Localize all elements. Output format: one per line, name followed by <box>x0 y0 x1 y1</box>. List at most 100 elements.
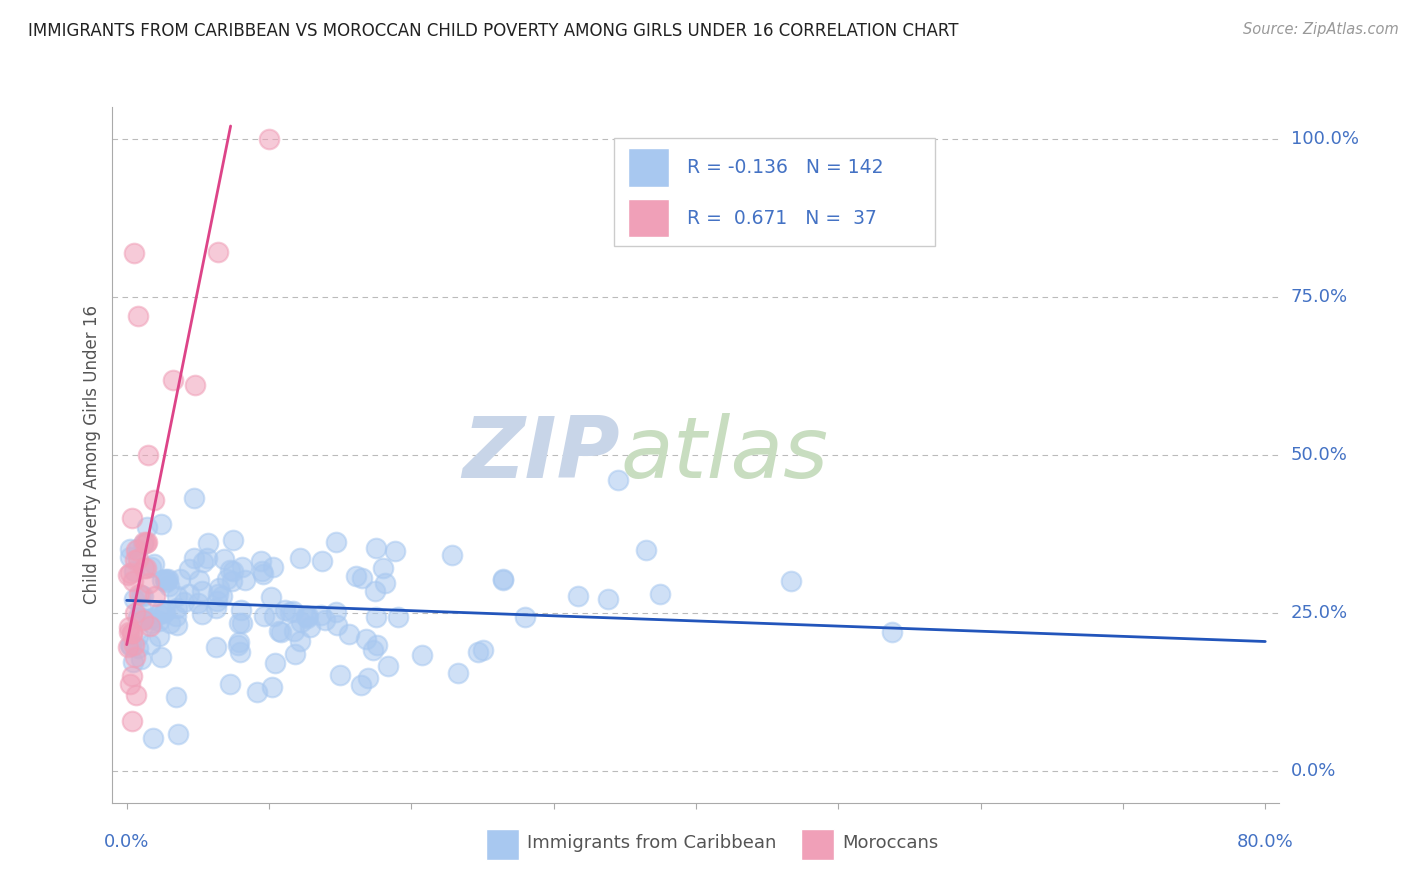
Point <box>118 625 141 640</box>
Point <box>127 309 149 323</box>
Point <box>366 638 388 652</box>
Point <box>167 727 190 741</box>
Point <box>598 591 620 606</box>
Point <box>257 131 280 145</box>
Point <box>150 573 173 587</box>
Bar <box>801 829 834 860</box>
Point <box>411 648 433 662</box>
Point <box>288 551 311 566</box>
Point <box>132 561 155 575</box>
Point <box>136 535 159 549</box>
Point <box>219 563 242 577</box>
Point <box>263 609 285 624</box>
Point <box>117 640 139 654</box>
Point <box>377 659 399 673</box>
Point <box>314 613 336 627</box>
Point <box>515 610 537 624</box>
Point <box>131 613 153 627</box>
Point <box>780 574 803 589</box>
Point <box>127 541 149 556</box>
Point <box>211 590 233 604</box>
Point <box>127 552 149 566</box>
Point <box>350 678 373 692</box>
Point <box>246 685 269 699</box>
Point <box>262 559 284 574</box>
Point <box>138 576 160 591</box>
Point <box>177 562 200 576</box>
Point <box>270 624 292 639</box>
Point <box>118 639 141 653</box>
Point <box>297 608 319 623</box>
Point <box>222 533 245 547</box>
Point <box>124 606 146 620</box>
Point <box>274 603 297 617</box>
Point <box>567 589 589 603</box>
Point <box>120 677 142 691</box>
Point <box>131 611 153 625</box>
Point <box>226 638 249 652</box>
Bar <box>628 199 669 237</box>
Point <box>880 625 903 640</box>
Point <box>337 627 360 641</box>
Point <box>122 638 145 652</box>
Text: 80.0%: 80.0% <box>1237 833 1294 851</box>
Point <box>191 607 214 621</box>
Point <box>278 605 301 619</box>
Text: 25.0%: 25.0% <box>1291 604 1348 622</box>
Point <box>344 569 367 583</box>
Point <box>205 594 228 608</box>
Point <box>122 245 145 260</box>
Point <box>153 572 176 586</box>
Point <box>283 604 305 618</box>
Point <box>606 473 628 487</box>
Point <box>191 555 214 569</box>
Point <box>191 583 214 598</box>
Point <box>269 624 291 639</box>
Point <box>235 573 257 587</box>
Point <box>472 642 495 657</box>
Point <box>125 542 148 557</box>
Text: 50.0%: 50.0% <box>1291 446 1347 464</box>
Point <box>183 491 205 505</box>
Point <box>650 587 672 601</box>
Point <box>120 639 142 653</box>
Point <box>228 634 250 648</box>
Point <box>136 520 159 534</box>
Point <box>326 618 349 632</box>
Point <box>165 608 187 623</box>
Point <box>221 574 243 588</box>
Point <box>138 612 160 626</box>
Point <box>142 558 165 572</box>
Point <box>149 603 172 617</box>
Point <box>135 536 157 550</box>
Point <box>295 609 318 624</box>
Point <box>252 567 274 582</box>
Point <box>129 600 152 615</box>
Text: 0.0%: 0.0% <box>1291 762 1336 780</box>
Point <box>121 625 143 640</box>
Point <box>212 552 235 566</box>
Point <box>309 607 332 622</box>
Point <box>132 589 155 603</box>
Point <box>143 493 166 508</box>
Point <box>295 611 318 625</box>
Point <box>217 572 239 586</box>
Point <box>166 618 188 632</box>
Point <box>118 620 141 634</box>
Point <box>132 535 155 549</box>
Point <box>187 596 209 610</box>
Point <box>118 549 141 564</box>
Text: R = -0.136   N = 142: R = -0.136 N = 142 <box>686 158 883 178</box>
Point <box>290 615 312 629</box>
Point <box>288 633 311 648</box>
Point <box>250 554 273 568</box>
Point <box>441 549 464 563</box>
Point <box>177 587 200 601</box>
Point <box>325 534 347 549</box>
Point <box>165 690 187 705</box>
Point <box>492 572 515 586</box>
Point <box>357 671 380 685</box>
Point <box>153 604 176 618</box>
Point <box>149 649 172 664</box>
Text: R =  0.671   N =  37: R = 0.671 N = 37 <box>686 209 876 227</box>
